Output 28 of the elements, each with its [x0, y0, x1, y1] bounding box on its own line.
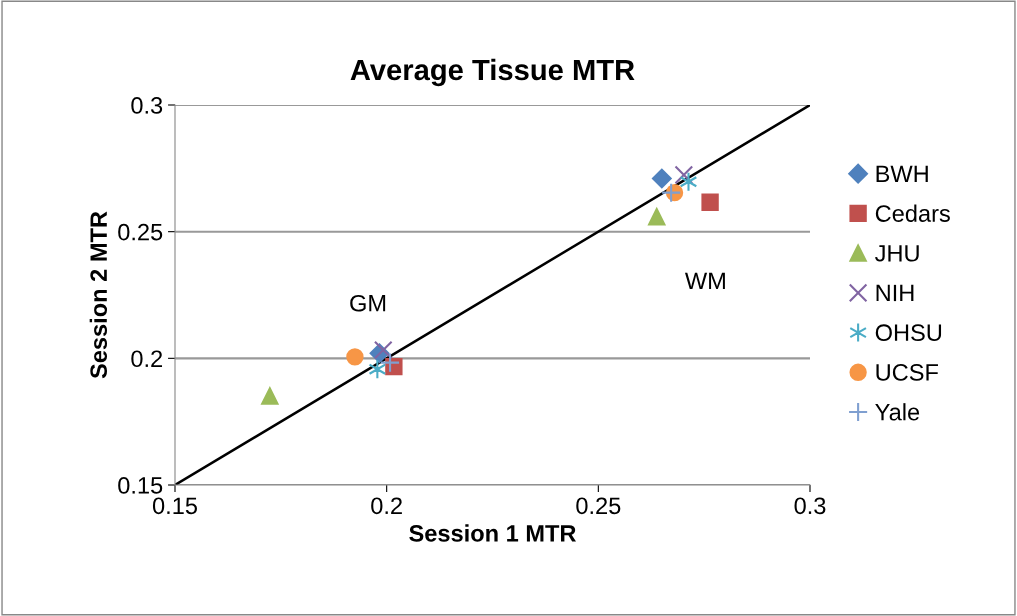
annotation: GM — [350, 294, 386, 312]
legend-label: NIH — [876, 284, 914, 302]
legend-label: Cedars — [875, 204, 950, 222]
legend-label: OHSU — [875, 324, 942, 342]
legend-label: BWH — [876, 165, 928, 182]
y-tick-label: 0.3 — [131, 97, 163, 114]
point — [651, 168, 672, 189]
y-tick-label: 0.2 — [131, 350, 163, 368]
x-axis-title: Session 1 MTR — [409, 524, 576, 542]
x-tick-label: 0.15 — [152, 497, 197, 515]
point — [261, 387, 279, 405]
y-tick-label: 0.25 — [118, 223, 163, 241]
y-tick-label: 0.15 — [118, 477, 163, 494]
x-tick-label: 0.2 — [371, 497, 402, 515]
legend-label: JHU — [875, 245, 919, 262]
x-tick-label: 0.25 — [576, 497, 621, 515]
legend-label: Yale — [875, 403, 920, 421]
point — [679, 171, 698, 192]
legend-label: UCSF — [876, 364, 938, 381]
annotation: WM — [684, 272, 725, 289]
point — [674, 165, 694, 185]
point — [346, 348, 364, 366]
y-axis-title: Session 2 MTR — [89, 211, 108, 379]
point — [379, 352, 401, 373]
x-tick-label: 0.3 — [794, 497, 826, 515]
point — [701, 193, 719, 211]
chart-title: Average Tissue MTR — [350, 58, 635, 87]
point — [648, 208, 666, 226]
